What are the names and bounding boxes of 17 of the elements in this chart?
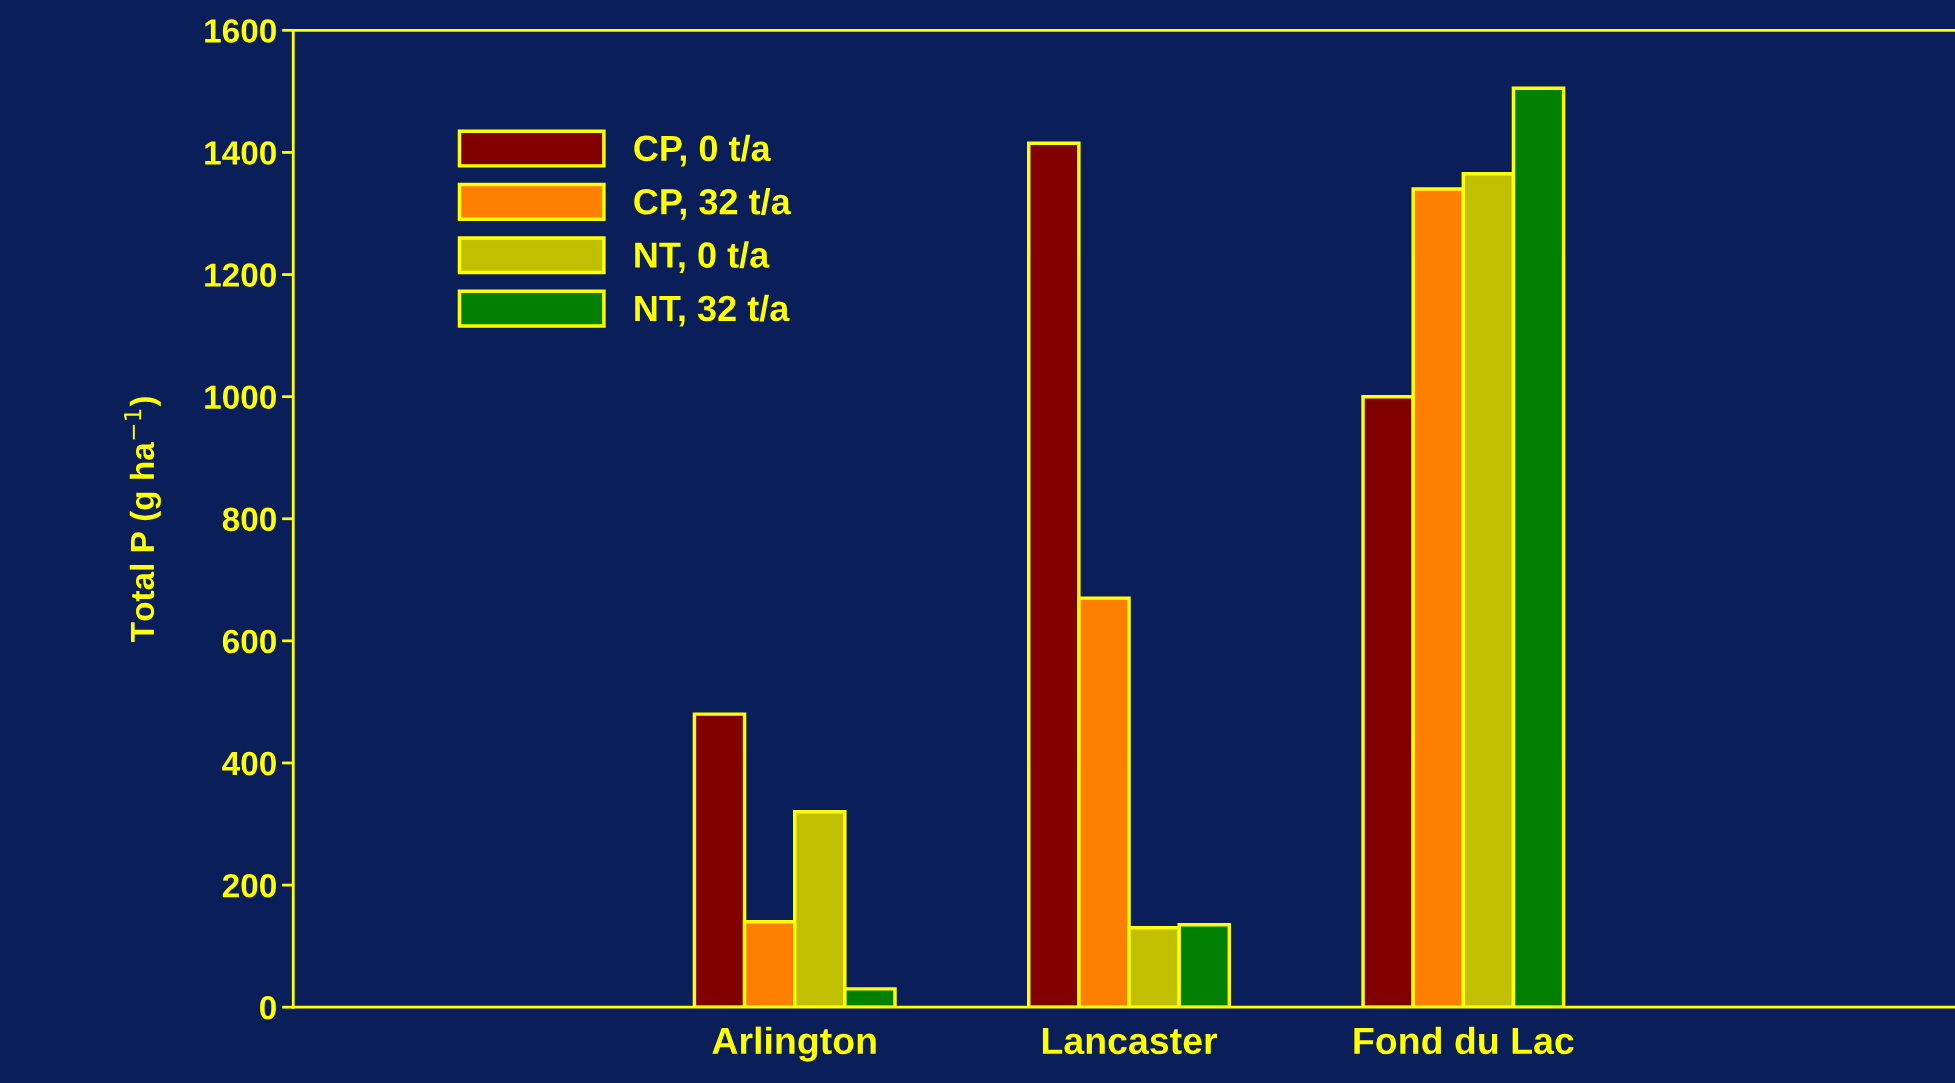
legend-label: CP, 32 t/a [634, 188, 791, 220]
x-tick-label: Fond du Lac [1354, 1026, 1574, 1055]
x-tick-label: Lancaster [1042, 1028, 1218, 1055]
legend-label: NT, 32 t/a [635, 294, 790, 327]
y-tick-label: 0 [260, 995, 276, 1020]
y-tick-label: 1000 [205, 385, 276, 410]
legend-label: CP, 0 t/a [634, 134, 771, 167]
y-tick-label: 1400 [205, 141, 276, 165]
y-tick-label: 800 [222, 507, 276, 532]
y-tick-label: 1600 [205, 19, 276, 43]
y-tick-label: 600 [222, 629, 276, 654]
y-tick-label: 400 [222, 751, 276, 776]
y-axis-title: Total P (g ha$^{−1}$) [124, 397, 161, 642]
y-tick-label: 200 [222, 873, 276, 898]
x-tick-label: Arlington [712, 1026, 876, 1062]
legend-label: NT, 0 t/a [635, 241, 770, 274]
y-tick-label: 1200 [205, 263, 276, 287]
